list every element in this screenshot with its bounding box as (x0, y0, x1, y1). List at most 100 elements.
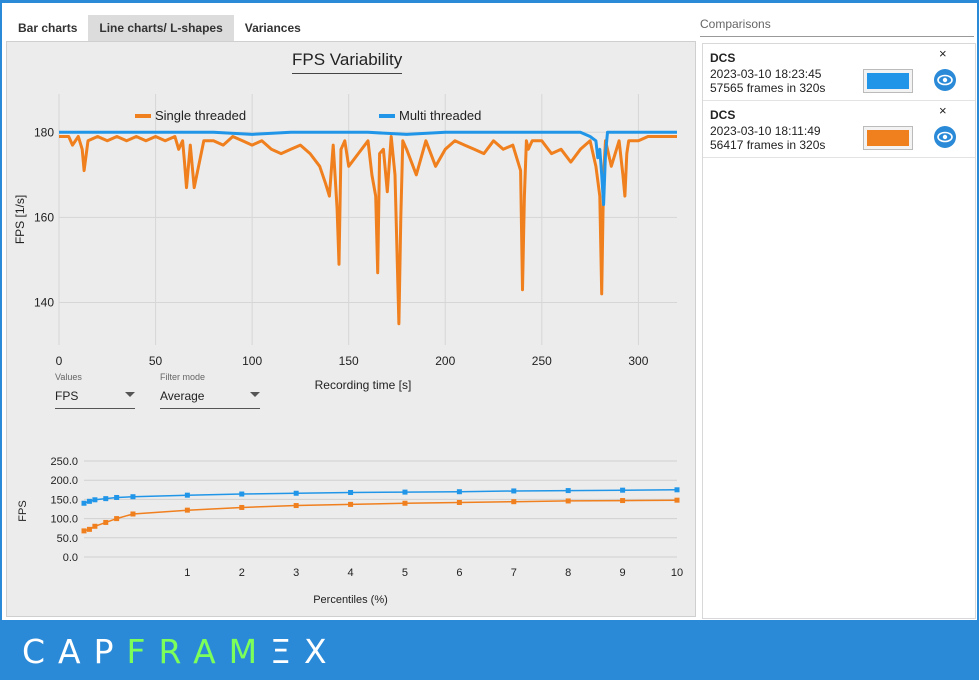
x-tick-label: 200 (435, 354, 455, 368)
data-point (114, 516, 120, 522)
data-point (293, 490, 299, 496)
logo-part-fram: FRAM (126, 632, 271, 671)
data-point (402, 489, 408, 495)
comparisons-header: Comparisons (700, 17, 771, 31)
y-axis-label: FPS (17, 500, 29, 521)
series-line-multi-threaded (83, 489, 678, 504)
x-axis-label: Percentiles (%) (313, 594, 388, 606)
series-line-single-threaded (83, 499, 678, 532)
y-tick-label: 100.0 (50, 514, 78, 526)
x-tick-label: 300 (628, 354, 648, 368)
series-line-single-threaded (59, 135, 677, 326)
filter-mode-dropdown-selected: Average (160, 389, 205, 403)
chevron-down-icon (250, 392, 260, 397)
x-tick-label: 8 (565, 567, 571, 579)
tab-variances[interactable]: Variances (244, 21, 301, 35)
color-swatch (867, 130, 909, 146)
x-tick-label: 7 (511, 567, 517, 579)
x-tick-label: 150 (339, 354, 359, 368)
data-point (130, 494, 136, 500)
percentiles-chart: 0.0 50.0 100.0 150.0 200.0 250.0 1 2 3 4 5 6 7 8 9 10 Pe… (17, 456, 683, 606)
x-tick-label: 10 (671, 567, 683, 579)
chevron-down-icon (125, 392, 135, 397)
comparison-date: 2023-03-10 18:11:49 (710, 124, 821, 138)
legend-entry: Multi threaded (399, 108, 481, 123)
fps-variability-chart: 0 50 100 150 200 250 300 140 160 180 Recording tim… (13, 94, 677, 392)
data-point (348, 489, 354, 495)
close-icon[interactable]: × (939, 103, 947, 118)
x-axis-label: Recording time [s] (315, 378, 412, 392)
data-point (103, 519, 109, 525)
data-point (565, 498, 571, 504)
y-tick-label: 200.0 (50, 475, 78, 487)
x-tick-label: 1 (184, 567, 190, 579)
x-tick-label: 50 (149, 354, 163, 368)
data-point (81, 500, 87, 506)
data-point (239, 491, 245, 497)
x-tick-label: 0 (56, 354, 63, 368)
x-tick-label: 2 (239, 567, 245, 579)
y-tick-label: 50.0 (57, 533, 78, 545)
y-tick-label: 160 (34, 210, 54, 224)
data-point (81, 528, 87, 534)
legend-entry: Single threaded (155, 108, 246, 123)
footer-bar: CAPFRAMΞX (0, 620, 979, 680)
plot-area (59, 94, 677, 345)
color-picker-button[interactable] (863, 126, 913, 150)
chart-title: FPS Variability (292, 50, 403, 74)
x-tick-label: 100 (242, 354, 262, 368)
y-tick-label: 0.0 (63, 552, 78, 564)
data-point (184, 507, 190, 513)
data-point (674, 487, 680, 493)
y-tick-label: 250.0 (50, 456, 78, 468)
data-point (511, 499, 517, 505)
close-icon[interactable]: × (939, 46, 947, 61)
data-point (239, 504, 245, 510)
data-point (92, 497, 98, 503)
y-tick-label: 140 (34, 295, 54, 309)
values-dropdown-selected: FPS (55, 389, 79, 403)
values-dropdown-label: Values (55, 372, 82, 382)
comparison-item[interactable]: DCS 2023-03-10 18:11:49 56417 frames in … (703, 101, 975, 158)
data-point (456, 489, 462, 495)
color-swatch (867, 73, 909, 89)
data-point (620, 498, 626, 504)
data-point (565, 488, 571, 494)
data-point (402, 500, 408, 506)
y-tick-label: 180 (34, 125, 54, 139)
eye-icon[interactable] (934, 69, 956, 91)
x-tick-label: 3 (293, 567, 299, 579)
data-point (114, 494, 120, 500)
x-tick-label: 9 (620, 567, 626, 579)
comparison-game: DCS (710, 51, 736, 65)
logo-part-cap: CAP (22, 632, 127, 671)
data-point (92, 523, 98, 529)
data-point (348, 501, 354, 507)
values-dropdown[interactable]: Values FPS (55, 372, 135, 409)
filter-mode-dropdown[interactable]: Filter mode Average (160, 372, 260, 409)
comparison-game: DCS (710, 108, 736, 122)
tab-bar-charts[interactable]: Bar charts (18, 21, 78, 35)
filter-mode-dropdown-underline (160, 408, 260, 409)
tab-bar: Bar charts Line charts/ L-shapes Varianc… (7, 15, 312, 41)
data-point (293, 503, 299, 509)
series-line-multi-threaded (59, 130, 677, 207)
chart-panel: FPS Variability 0 50 100 150 200 250 300 140 160… (6, 41, 696, 617)
comparison-frames: 56417 frames in 320s (710, 138, 826, 152)
data-point (511, 488, 517, 494)
data-point (130, 511, 136, 517)
data-point (86, 498, 92, 504)
comparison-frames: 57565 frames in 320s (710, 81, 826, 95)
capframex-logo: CAPFRAMΞX (22, 632, 340, 671)
data-point (674, 497, 680, 503)
eye-icon[interactable] (934, 126, 956, 148)
x-tick-label: 5 (402, 567, 408, 579)
tab-line-charts[interactable]: Line charts/ L-shapes (88, 15, 234, 41)
data-point (456, 499, 462, 505)
comparison-date: 2023-03-10 18:23:45 (710, 67, 822, 81)
x-tick-label: 6 (456, 567, 462, 579)
data-point (86, 526, 92, 532)
comparison-item[interactable]: DCS 2023-03-10 18:23:45 57565 frames in … (703, 44, 975, 101)
color-picker-button[interactable] (863, 69, 913, 93)
y-tick-label: 150.0 (50, 494, 78, 506)
